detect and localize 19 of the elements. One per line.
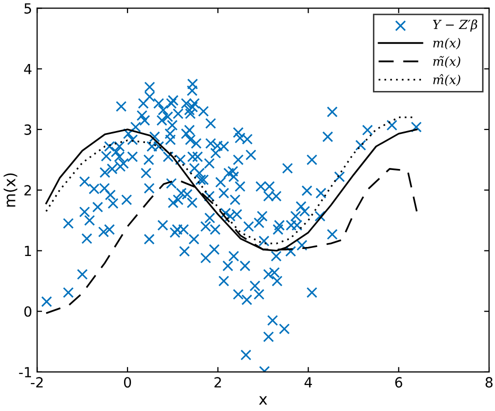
x-tick-label: -2 bbox=[30, 377, 43, 388]
legend-label: m(x) bbox=[433, 38, 460, 50]
x-tick-label: 8 bbox=[486, 377, 493, 388]
y-tick-label: 1 bbox=[24, 246, 31, 256]
y-tick-label: 3 bbox=[24, 124, 32, 135]
x-tick-label: 6 bbox=[395, 377, 402, 388]
x-tick-label: 2 bbox=[214, 377, 221, 388]
y-axis-title: m(x) bbox=[4, 173, 18, 207]
x-axis-title: x bbox=[259, 396, 268, 405]
legend-label: m̂(x) bbox=[433, 74, 460, 86]
x-tick-label: 4 bbox=[304, 377, 312, 388]
y-tick-label: -1 bbox=[19, 367, 31, 378]
x-tick-label: 0 bbox=[124, 377, 132, 388]
legend-label: m̃(x) bbox=[433, 56, 460, 68]
legend-label: Y − Z′β bbox=[433, 19, 478, 32]
y-tick-label: 2 bbox=[24, 185, 31, 196]
y-tick-label: 4 bbox=[24, 64, 32, 74]
y-tick-label: 5 bbox=[24, 3, 32, 14]
y-tick-label: 0 bbox=[24, 306, 32, 317]
